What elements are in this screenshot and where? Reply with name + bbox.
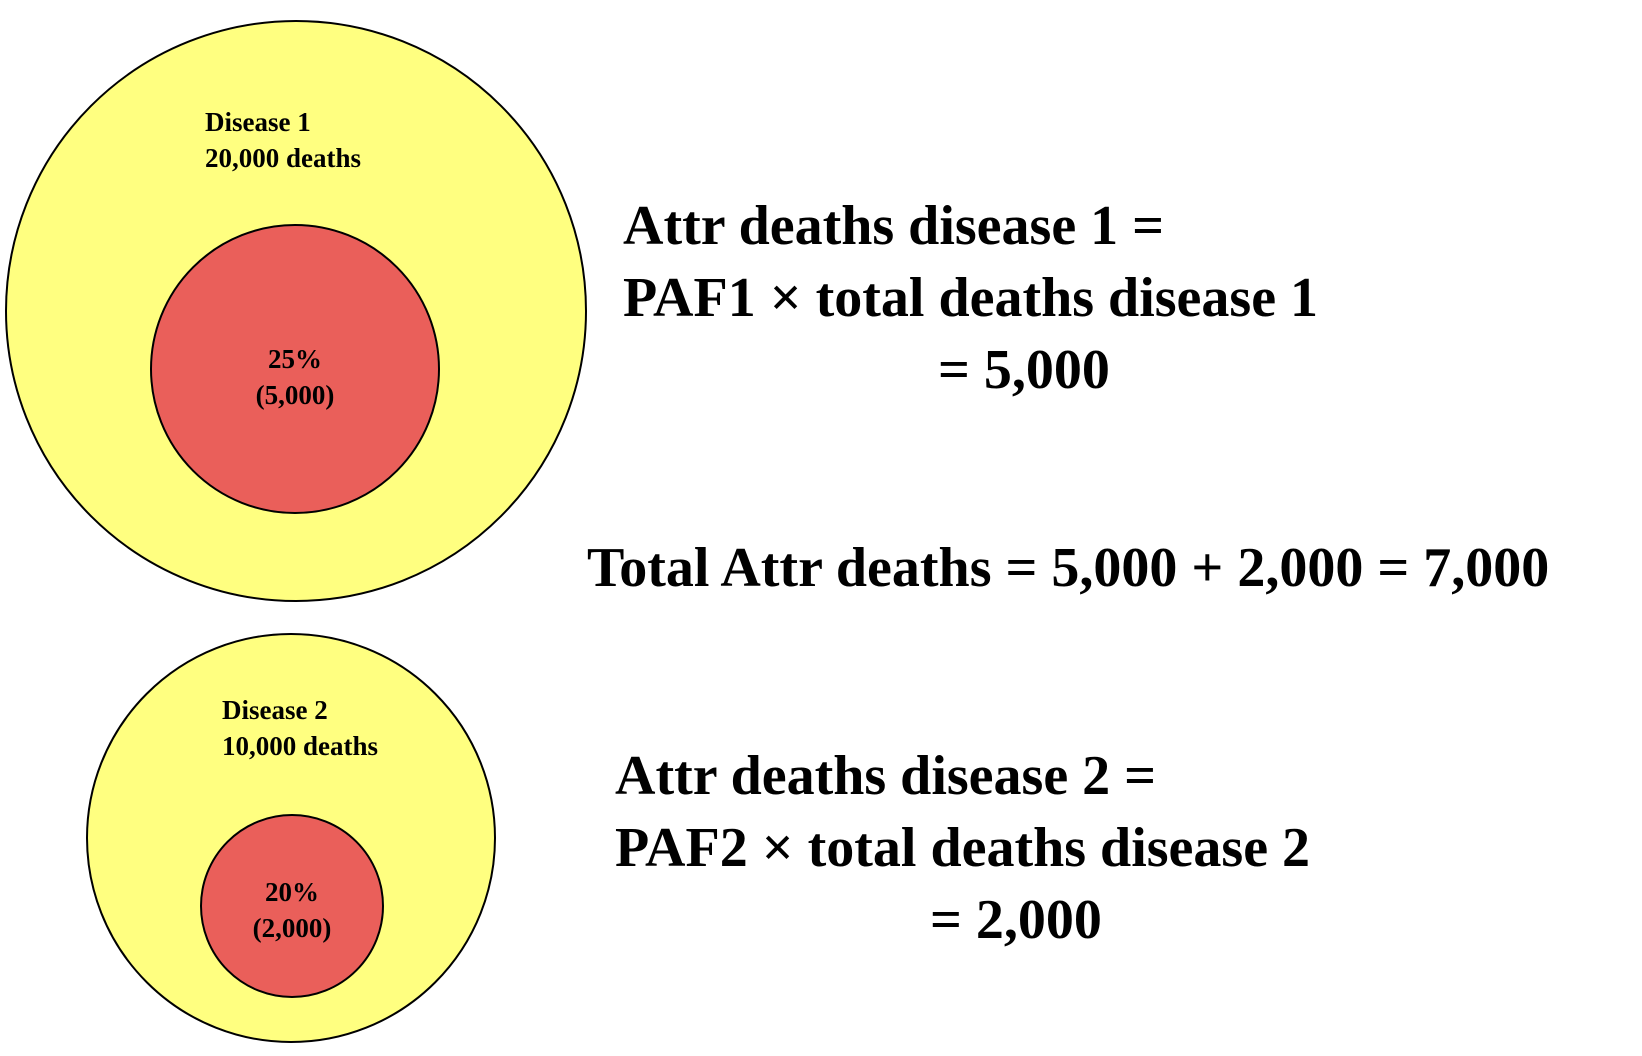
formula-1-line-1: Attr deaths disease 1 =: [623, 195, 1165, 257]
disease-1-attributable-label: 25% (5,000): [256, 341, 335, 413]
disease-1-attributable-count: (5,000): [255, 380, 335, 410]
disease-1-label: Disease 1 20,000 deaths: [205, 104, 361, 176]
formula-2-line-1: Attr deaths disease 2 =: [615, 745, 1157, 807]
disease-2-percent: 20%: [264, 877, 319, 907]
disease-1-attributable-circle: [150, 224, 440, 514]
formula-disease-1: Attr deaths disease 1 = PAF1 × total dea…: [623, 190, 1318, 406]
disease-2-label: Disease 2 10,000 deaths: [222, 692, 378, 764]
total-attributable-deaths: Total Attr deaths = 5,000 + 2,000 = 7,00…: [587, 537, 1550, 599]
formula-1-line-2: PAF1 × total deaths disease 1: [623, 267, 1319, 329]
disease-1-deaths: 20,000 deaths: [205, 143, 362, 173]
disease-1-name: Disease 1: [205, 107, 311, 137]
formula-1-result: = 5,000: [938, 339, 1110, 401]
disease-2-attributable-circle: [200, 814, 384, 998]
formula-2-line-2: PAF2 × total deaths disease 2: [615, 817, 1311, 879]
disease-2-attributable-count: (2,000): [252, 913, 332, 943]
disease-2-deaths: 10,000 deaths: [222, 731, 379, 761]
disease-2-name: Disease 2: [222, 695, 328, 725]
disease-1-percent: 25%: [267, 344, 322, 374]
disease-2-attributable-label: 20% (2,000): [253, 874, 332, 946]
formula-2-result: = 2,000: [930, 889, 1102, 951]
formula-disease-2: Attr deaths disease 2 = PAF2 × total dea…: [615, 740, 1310, 956]
